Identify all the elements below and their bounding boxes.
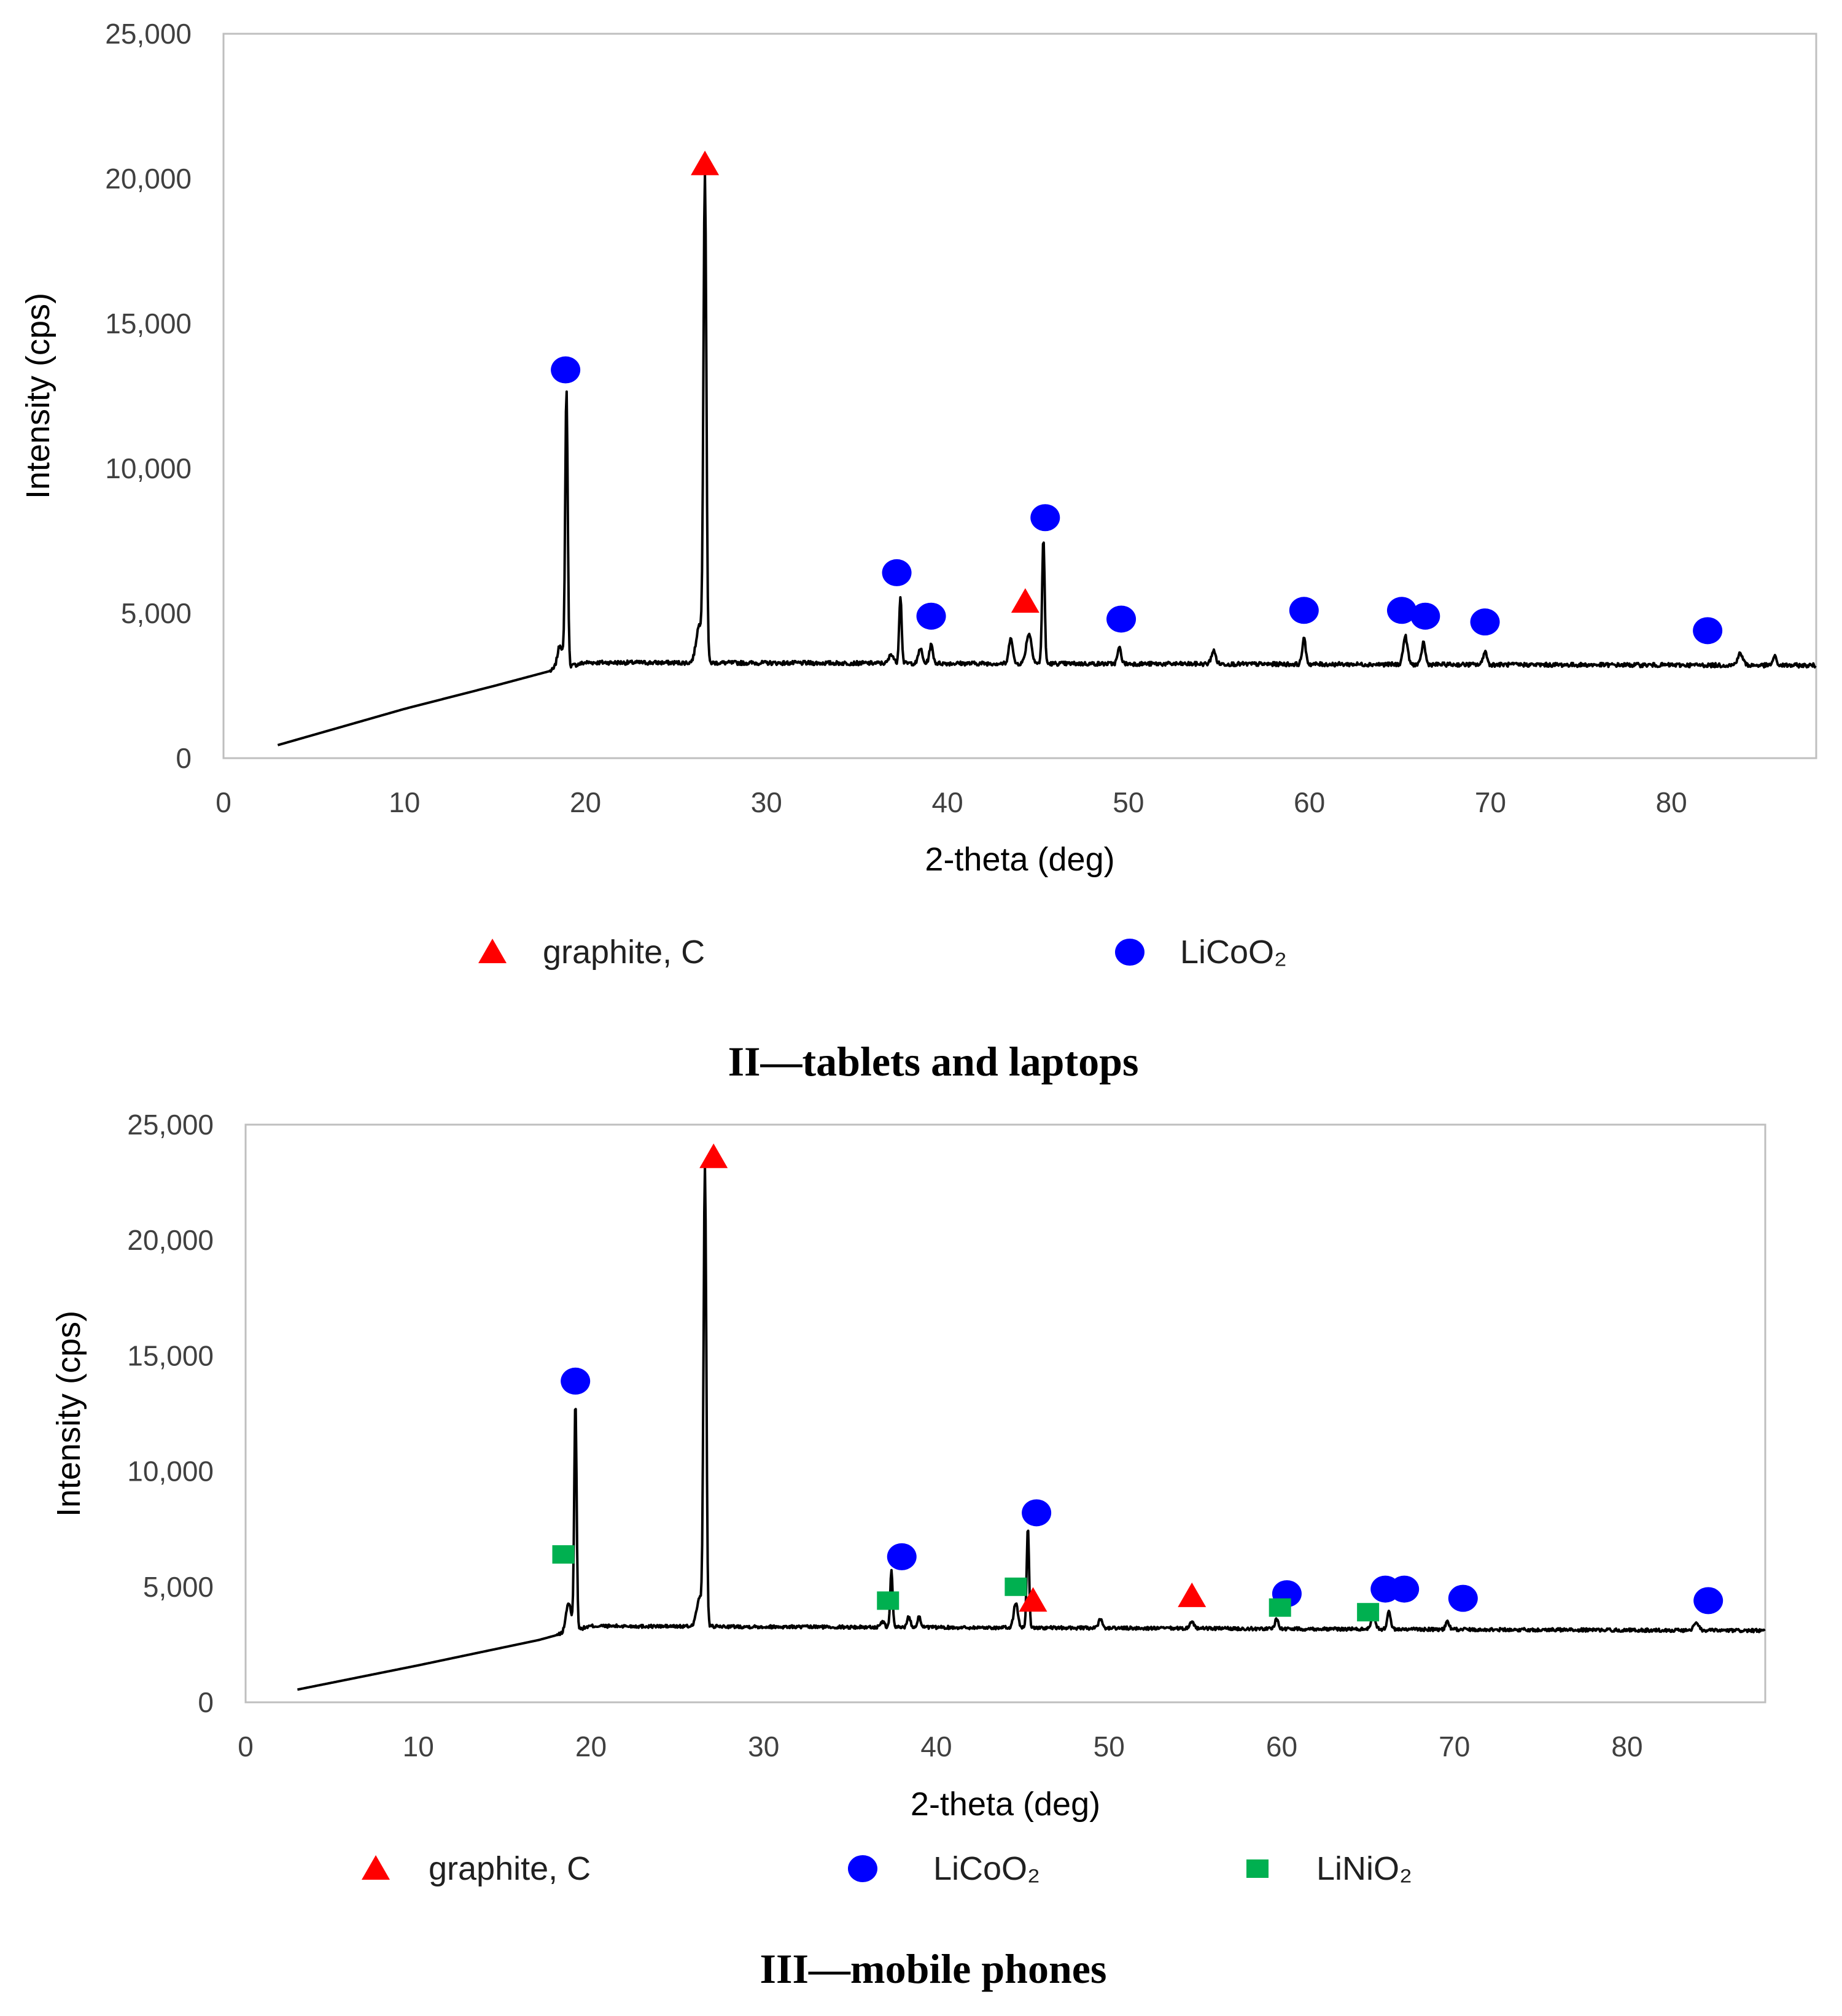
square-marker (1269, 1598, 1291, 1617)
circle-marker (1106, 605, 1137, 633)
legend-label: graphite, C (429, 1850, 591, 1887)
circle-marker (1470, 608, 1500, 636)
y-tick-label: 0 (198, 1686, 214, 1718)
x-tick-label: 10 (403, 1731, 434, 1762)
x-tick-label: 0 (216, 786, 231, 818)
figure-caption: II—tablets and laptops (728, 1038, 1139, 1085)
legend-triangle-icon (478, 939, 507, 963)
square-marker (877, 1591, 900, 1610)
x-tick-label: 20 (575, 1731, 607, 1762)
x-tick-label: 20 (570, 786, 601, 818)
circle-marker (561, 1367, 591, 1395)
figure-caption: III—mobile phones (760, 1945, 1107, 1992)
circle-marker (1289, 597, 1319, 624)
legend-square-icon (1246, 1859, 1269, 1878)
x-tick-label: 80 (1656, 786, 1687, 818)
y-tick-label: 15,000 (127, 1339, 214, 1371)
square-marker (1005, 1577, 1027, 1596)
square-marker (552, 1545, 575, 1564)
circle-marker (551, 356, 581, 384)
x-tick-label: 30 (748, 1731, 779, 1762)
circle-marker (1410, 602, 1440, 630)
xrd-trace (277, 171, 1817, 746)
legend-circle-icon (848, 1855, 877, 1882)
chart-mobile-phones: 0 5,000 10,000 15,000 20,000 25,000 0 10 20 30 40 5… (50, 1109, 1766, 1992)
x-tick-label: 30 (751, 786, 782, 818)
xrd-trace (297, 1164, 1766, 1691)
y-tick-label: 20,000 (127, 1224, 214, 1256)
legend-triangle-icon (362, 1855, 390, 1880)
triangle-marker (699, 1143, 728, 1168)
x-tick-label: 80 (1611, 1731, 1642, 1762)
circle-marker (1386, 597, 1416, 624)
triangle-marker (1019, 1587, 1047, 1612)
circle-marker (1030, 504, 1060, 532)
chart-tablets-laptops: 0 5,000 10,000 15,000 20,000 25,000 0 10 20 30 40 5… (20, 18, 1817, 1085)
triangle-marker (1011, 588, 1040, 613)
circle-marker (1448, 1584, 1478, 1612)
triangle-marker (1178, 1582, 1207, 1607)
x-tick-label: 50 (1094, 1731, 1125, 1762)
circle-marker (1022, 1499, 1052, 1527)
legend-label: graphite, C (543, 934, 705, 971)
x-tick-label: 50 (1113, 786, 1144, 818)
circle-marker (1389, 1575, 1420, 1603)
x-axis-title: 2-theta (deg) (925, 841, 1114, 878)
x-tick-label: 70 (1439, 1731, 1470, 1762)
legend-circle-icon (1115, 939, 1144, 966)
x-tick-label: 60 (1266, 1731, 1297, 1762)
y-tick-label: 10,000 (127, 1456, 214, 1487)
y-tick-label: 15,000 (105, 308, 192, 339)
x-tick-label: 40 (920, 1731, 952, 1762)
x-axis-title: 2-theta (deg) (911, 1786, 1100, 1823)
y-axis-title: Intensity (cps) (20, 293, 56, 499)
plot-area (222, 33, 1817, 759)
legend-label: LiCoO₂ (1180, 934, 1287, 971)
y-tick-label: 25,000 (127, 1109, 214, 1141)
y-axis-title: Intensity (cps) (50, 1311, 87, 1517)
y-tick-label: 20,000 (105, 163, 192, 195)
triangle-marker (691, 150, 720, 176)
square-marker (1357, 1603, 1380, 1622)
circle-marker (882, 559, 912, 586)
x-tick-label: 60 (1294, 786, 1325, 818)
circle-marker (1693, 1587, 1723, 1615)
x-tick-label: 40 (932, 786, 963, 818)
y-tick-label: 10,000 (105, 452, 192, 484)
y-tick-label: 25,000 (105, 18, 192, 50)
plot-area (244, 1123, 1766, 1704)
x-tick-label: 10 (389, 786, 420, 818)
circle-marker (916, 602, 946, 630)
circle-marker (1693, 617, 1723, 645)
legend-label: LiCoO₂ (933, 1850, 1040, 1887)
x-tick-label: 0 (238, 1731, 254, 1762)
circle-marker (887, 1543, 917, 1570)
legend-label: LiNiO₂ (1316, 1850, 1412, 1887)
y-tick-label: 5,000 (121, 597, 192, 629)
y-tick-label: 0 (176, 742, 192, 774)
y-tick-label: 5,000 (143, 1571, 214, 1603)
x-tick-label: 70 (1475, 786, 1506, 818)
